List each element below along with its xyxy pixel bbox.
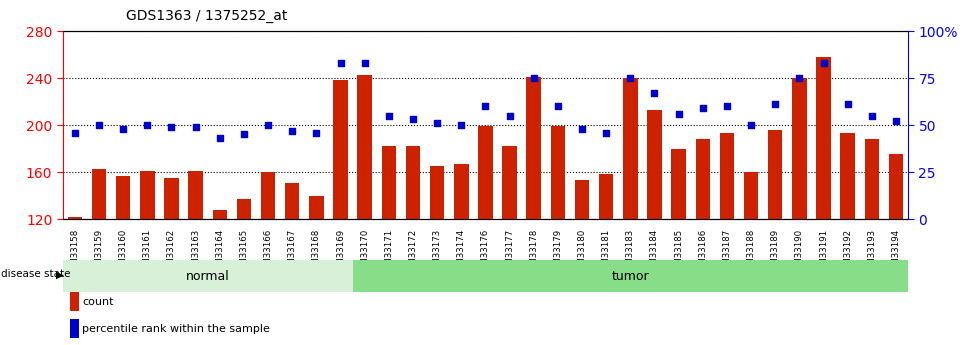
Bar (526, 77, 541, 219)
Bar (309, 196, 324, 219)
Point (382, 113, 397, 118)
Bar (164, 178, 179, 219)
Bar (816, 57, 831, 219)
Point (213, 136, 228, 141)
Point (406, 117, 421, 122)
Bar (744, 172, 758, 219)
Bar (237, 199, 251, 219)
Bar (357, 75, 372, 219)
Bar (63, 260, 353, 292)
Text: ▶: ▶ (56, 269, 64, 279)
Bar (382, 146, 396, 219)
Text: GDS1363 / 1375252_at: GDS1363 / 1375252_at (126, 9, 287, 23)
Point (599, 130, 614, 135)
Bar (430, 166, 444, 219)
Point (237, 132, 252, 137)
Bar (623, 78, 638, 219)
Bar (478, 126, 493, 219)
Bar (840, 133, 855, 219)
Point (865, 113, 880, 118)
Point (623, 75, 639, 81)
Bar (116, 176, 130, 219)
Bar (285, 183, 299, 219)
Bar (502, 146, 517, 219)
Bar (889, 155, 903, 219)
Point (68, 130, 83, 135)
Bar (696, 139, 710, 219)
Text: normal: normal (185, 269, 230, 283)
Bar (671, 149, 686, 219)
Point (261, 122, 276, 128)
Point (309, 130, 325, 135)
Text: count: count (82, 297, 114, 307)
Bar (353, 260, 921, 292)
Bar (768, 130, 782, 219)
Bar (261, 172, 275, 219)
Text: tumor: tumor (611, 269, 649, 283)
Bar (792, 78, 807, 219)
Point (768, 102, 783, 107)
Point (575, 126, 590, 131)
Bar (140, 171, 155, 219)
Point (164, 124, 180, 130)
Bar (406, 146, 420, 219)
Point (478, 104, 494, 109)
Bar (333, 80, 348, 219)
Point (357, 60, 373, 66)
Point (792, 75, 808, 81)
Bar (599, 175, 613, 219)
Point (116, 126, 131, 131)
Point (140, 122, 156, 128)
Point (647, 90, 663, 96)
Bar (68, 217, 82, 219)
Point (744, 122, 759, 128)
Bar (647, 110, 662, 219)
Bar (188, 171, 203, 219)
Point (696, 105, 711, 111)
Point (840, 102, 856, 107)
Point (188, 124, 204, 130)
Text: disease state: disease state (1, 269, 71, 279)
Point (551, 104, 566, 109)
Point (430, 120, 445, 126)
Bar (575, 180, 589, 219)
Point (671, 111, 687, 117)
Bar (865, 139, 879, 219)
Point (816, 60, 832, 66)
Point (502, 113, 518, 118)
Point (889, 119, 904, 124)
Point (92, 122, 107, 128)
Bar (213, 210, 227, 219)
Bar (454, 164, 469, 219)
Bar (720, 133, 734, 219)
Bar (551, 126, 565, 219)
Point (285, 128, 300, 134)
Text: percentile rank within the sample: percentile rank within the sample (82, 325, 270, 334)
Point (333, 60, 349, 66)
Point (526, 75, 542, 81)
Point (720, 104, 735, 109)
Bar (92, 169, 106, 219)
Point (454, 122, 469, 128)
